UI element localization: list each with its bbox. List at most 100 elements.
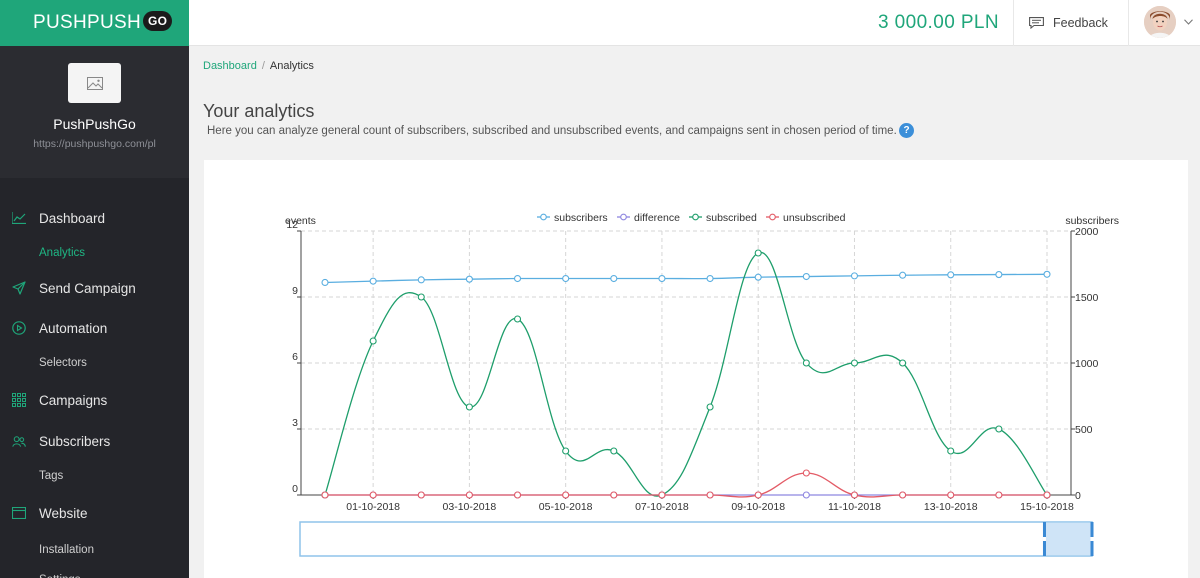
play-circle-icon: [12, 321, 26, 335]
y-tick-label-left: 9: [292, 285, 298, 297]
x-tick-label: 03-10-2018: [443, 501, 497, 513]
feedback-button[interactable]: Feedback: [1029, 0, 1108, 46]
data-point-subscribed: [754, 249, 762, 257]
sidebar-item-website[interactable]: Website: [0, 495, 189, 531]
data-point-subscribed: [899, 359, 907, 367]
data-point-unsubscribed: [562, 491, 570, 499]
sidebar-item-selectors[interactable]: Selectors: [39, 357, 87, 369]
y-tick-label-right: 1000: [1075, 358, 1099, 370]
brand-name: PUSHPUSH: [33, 12, 141, 33]
data-point-subscribers: [321, 278, 329, 287]
x-tick-label: 05-10-2018: [539, 501, 593, 513]
data-point-subscribers: [995, 271, 1003, 279]
chart-axes: 0 3 6 9 12 0 500 1000 1500 2000 01-10-2018 03-10-20…: [285, 215, 1119, 513]
data-point-subscribed: [417, 293, 425, 301]
y-tick-label-left: 6: [292, 351, 298, 363]
breadcrumb-separator: /: [261, 60, 265, 72]
data-point-subscribed: [802, 359, 810, 367]
data-point-subscribers: [513, 274, 522, 283]
brand-logo[interactable]: PUSHPUSH GO: [0, 0, 189, 46]
analytics-chart: 0 3 6 9 12 0 500 1000 1500 2000 01-10-2018 03-10-20…: [285, 212, 1119, 557]
sidebar-item-label: Website: [39, 505, 88, 521]
y-axis-label-right: subscribers: [1065, 215, 1119, 227]
data-point-unsubscribed: [513, 491, 522, 499]
data-point-unsubscribed: [369, 491, 377, 499]
account-balance: 3 000.00 PLN: [878, 12, 999, 33]
user-menu[interactable]: [1144, 6, 1193, 38]
sidebar-item-analytics[interactable]: Analytics: [39, 247, 86, 259]
grid-icon: [12, 393, 26, 407]
data-point-subscribers: [610, 274, 618, 283]
browser-window-icon: [12, 506, 26, 520]
topbar-divider: [1128, 0, 1129, 46]
sidebar-item-dashboard[interactable]: Dashboard: [0, 200, 189, 236]
data-point-unsubscribed: [658, 491, 666, 499]
data-point-unsubscribed: [947, 491, 955, 499]
zoom-slider-window[interactable]: [1043, 521, 1093, 557]
y-axis-label-left: events: [285, 215, 316, 227]
legend-marker-dot-subscribers: [540, 213, 547, 221]
account-name: PushPushGo: [53, 116, 136, 132]
site-logo-placeholder-icon[interactable]: [68, 63, 121, 103]
data-point-subscribed: [513, 315, 522, 323]
chart-grid: [301, 230, 1072, 495]
help-icon[interactable]: ?: [899, 123, 914, 138]
data-point-subscribed: [947, 447, 955, 455]
data-point-subscribers: [754, 273, 762, 281]
data-point-subscribed: [706, 403, 714, 411]
sidebar-item-campaigns[interactable]: Campaigns: [0, 382, 189, 418]
topbar: 3 000.00 PLN Feedback: [189, 0, 1200, 46]
sidebar-item-settings[interactable]: Settings: [0, 567, 189, 578]
data-point-subscribers: [369, 277, 377, 285]
data-point-subscribed: [562, 447, 570, 455]
data-point-subscribed: [995, 425, 1003, 433]
sidebar-item-tags[interactable]: Tags: [39, 470, 64, 482]
legend-label-subscribed: subscribed: [706, 212, 757, 224]
sidebar-item-automation[interactable]: Automation: [0, 310, 189, 346]
data-point-unsubscribed: [802, 469, 810, 477]
sidebar-item-label: Automation: [39, 320, 108, 336]
sidebar-item-label: Send Campaign: [39, 280, 136, 296]
data-point-subscribers: [899, 271, 907, 279]
data-point-unsubscribed: [850, 491, 859, 499]
breadcrumb-dashboard-link[interactable]: Dashboard: [203, 60, 257, 72]
y-tick-label-right: 0: [1075, 490, 1081, 502]
data-point-subscribers: [802, 272, 810, 281]
data-point-unsubscribed: [754, 491, 762, 499]
zoom-slider-track[interactable]: [299, 521, 1093, 557]
data-point-difference: [802, 491, 810, 499]
x-tick-label: 13-10-2018: [924, 501, 978, 513]
data-point-unsubscribed: [417, 491, 425, 499]
data-point-subscribers: [1043, 270, 1051, 278]
breadcrumb-current: Analytics: [269, 60, 314, 72]
sidebar-item-installation[interactable]: Installation: [39, 544, 94, 556]
data-point-unsubscribed: [899, 491, 907, 499]
data-point-subscribers: [706, 274, 714, 283]
data-point-subscribers: [850, 272, 859, 280]
x-tick-label: 15-10-2018: [1020, 501, 1074, 513]
data-point-subscribers: [658, 274, 666, 283]
legend-marker-dot-subscribed: [692, 213, 699, 221]
legend-marker-dot-difference: [620, 213, 627, 221]
chart-legend: subscribers difference subscribed unsubscri…: [537, 212, 846, 224]
zoom-slider-handle-grip: [1090, 537, 1094, 541]
y-tick-label-right: 500: [1075, 424, 1093, 436]
legend-label-difference: difference: [634, 212, 680, 224]
data-point-subscribers: [465, 275, 473, 283]
sidebar-item-send-campaign[interactable]: Send Campaign: [0, 270, 189, 306]
y-tick-label-left: 3: [292, 417, 298, 429]
chart-zoom-slider: [299, 521, 1094, 557]
comment-icon: [1029, 17, 1044, 29]
chart-series: [321, 249, 1051, 499]
data-point-subscribers: [417, 276, 425, 284]
data-point-unsubscribed: [610, 491, 618, 499]
sidebar-item-subscribers[interactable]: Subscribers: [0, 423, 189, 459]
y-tick-label-right: 1500: [1075, 292, 1099, 304]
legend-marker-dot-unsubscribed: [769, 213, 776, 221]
zoom-slider-handle-grip: [1042, 537, 1046, 541]
legend-label-unsubscribed: unsubscribed: [783, 212, 846, 224]
topbar-divider: [1013, 0, 1014, 46]
sidebar: PUSHPUSH GO PushPushGo https://pushpushg…: [0, 0, 189, 578]
paper-plane-icon: [12, 281, 26, 295]
page-description: Here you can analyze general count of su…: [207, 125, 897, 137]
